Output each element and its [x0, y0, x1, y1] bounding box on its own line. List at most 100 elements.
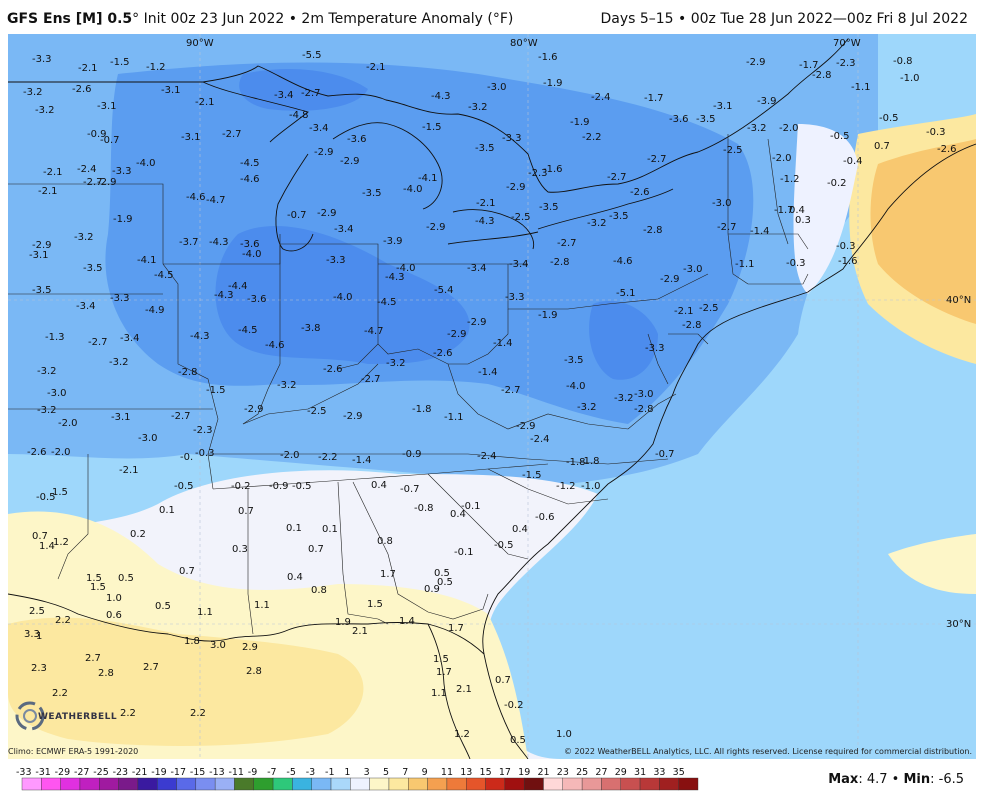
- scale-box: [504, 777, 525, 791]
- scale-label: 5: [383, 767, 389, 778]
- anomaly-label: 0.4: [512, 524, 528, 535]
- anomaly-label: -1.6: [838, 256, 858, 267]
- anomaly-label: -4.0: [333, 292, 353, 303]
- scale-box: [156, 777, 177, 791]
- anomaly-label: -2.8: [682, 320, 702, 331]
- degree-symbol: °: [132, 11, 140, 27]
- scale-box: [41, 777, 61, 791]
- anomaly-label: -3.5: [564, 355, 584, 366]
- max-min-readout: Max: 4.7 • Min: -6.5: [828, 772, 964, 787]
- anomaly-label: -1.8: [566, 457, 586, 468]
- anomaly-label: -3.2: [468, 102, 488, 113]
- anomaly-label: 1.5: [90, 582, 106, 593]
- scale-label: -9: [248, 767, 257, 778]
- lon-label-90w: 90°W: [186, 38, 214, 49]
- anomaly-label: -3.3: [326, 255, 346, 266]
- anomaly-label: -4.6: [186, 192, 206, 203]
- logo-text: WEATHERBELL: [38, 712, 118, 722]
- anomaly-label: 1.5: [433, 654, 449, 665]
- scale-box: [330, 777, 351, 791]
- anomaly-label: -4.5: [240, 158, 260, 169]
- anomaly-label: -1.0: [581, 481, 601, 492]
- anomaly-label: -0.1: [461, 501, 481, 512]
- scale-label: -11: [228, 767, 244, 778]
- anomaly-label: -2.1: [674, 306, 694, 317]
- anomaly-label: -3.6: [347, 134, 367, 145]
- climo-note: Climo: ECMWF ERA-5 1991-2020: [8, 747, 139, 756]
- anomaly-label: -3.4: [274, 90, 294, 101]
- anomaly-label: 0.7: [874, 141, 890, 152]
- anomaly-label: -3.2: [386, 358, 406, 369]
- anomaly-label: -4.6: [265, 340, 285, 351]
- anomaly-label: -1.7: [644, 93, 664, 104]
- anomaly-label: -2.5: [699, 303, 719, 314]
- scale-label: -23: [113, 767, 129, 778]
- anomaly-label: -3.4: [509, 259, 529, 270]
- anomaly-label: -1.3: [45, 332, 65, 343]
- anomaly-label: -2.6: [27, 447, 47, 458]
- scale-label: -27: [74, 767, 90, 778]
- scale-box: [620, 777, 641, 791]
- anomaly-label: -1.1: [735, 259, 755, 270]
- anomaly-label: -4.5: [238, 325, 258, 336]
- anomaly-label: -3.2: [587, 218, 607, 229]
- anomaly-map: -3.3 -2.1 -1.5 -1.2 -5.5 -2.1 -1.6 -1.9 -3.0 -2.4…: [8, 34, 976, 759]
- scale-box: [214, 777, 235, 791]
- anomaly-label: 0.7: [495, 675, 511, 686]
- anomaly-label: -5.4: [434, 285, 454, 296]
- anomaly-label: 2.1: [456, 684, 472, 695]
- anomaly-label: -2.2: [318, 452, 338, 463]
- anomaly-label: -0.6: [535, 512, 555, 523]
- anomaly-label: -0.1: [454, 547, 474, 558]
- anomaly-label: -2.0: [280, 450, 300, 461]
- anomaly-label: -2.1: [476, 198, 496, 209]
- anomaly-label: 1.1: [254, 600, 270, 611]
- anomaly-label: 1.5: [52, 487, 68, 498]
- anomaly-label: -3.1: [29, 250, 49, 261]
- anomaly-label: -2.5: [511, 212, 531, 223]
- anomaly-label: -4.0: [242, 249, 262, 260]
- scale-labels: -33 -31 -29 -27 -25 -23 -21 -19 -17 -15 -13 -11 -9 -7…: [16, 767, 685, 778]
- anomaly-label: -2.9: [746, 57, 766, 68]
- anomaly-label: -2.7: [88, 337, 108, 348]
- model-name: GFS Ens [M] 0.5: [7, 11, 133, 27]
- anomaly-label: -2.1: [366, 62, 386, 73]
- anomaly-label: -4.8: [289, 110, 309, 121]
- scale-label: -3: [306, 767, 315, 778]
- anomaly-label: -3.0: [487, 82, 507, 93]
- anomaly-label: -0.8: [893, 56, 913, 67]
- anomaly-label: -3.1: [181, 132, 201, 143]
- scale-box: [176, 777, 197, 791]
- anomaly-label: -0.2: [827, 178, 847, 189]
- anomaly-label: -3.0: [47, 388, 67, 399]
- anomaly-label: -3.0: [712, 198, 732, 209]
- anomaly-label: -3.2: [35, 105, 55, 116]
- scale-label: 9: [422, 767, 428, 778]
- anomaly-label: -3.5: [362, 188, 382, 199]
- scale-label: -7: [267, 767, 276, 778]
- anomaly-label: -4.0: [136, 158, 156, 169]
- anomaly-label: -1.7: [799, 60, 819, 71]
- scale-box: [292, 777, 312, 791]
- anomaly-label: -1.4: [750, 226, 770, 237]
- lat-label-40n: 40°N: [946, 295, 971, 306]
- anomaly-label: 3.3: [24, 629, 40, 640]
- anomaly-label: -1.5: [206, 385, 226, 396]
- anomaly-label: -0.3: [786, 258, 806, 269]
- anomaly-label: -1.2: [556, 481, 576, 492]
- anomaly-label: -1.4: [478, 367, 498, 378]
- anomaly-label: -2.4: [77, 164, 97, 175]
- weatherbell-logo: WEATHERBELL: [12, 690, 117, 740]
- anomaly-label: 1.5: [86, 573, 102, 584]
- anomaly-label: 0.1: [322, 524, 338, 535]
- max-label: Max: [828, 772, 859, 787]
- anomaly-label: -2.8: [634, 404, 654, 415]
- anomaly-label: 0.8: [377, 536, 393, 547]
- anomaly-label: -3.0: [634, 389, 654, 400]
- anomaly-label: -2.9: [426, 222, 446, 233]
- anomaly-label: -1.5: [110, 57, 130, 68]
- lat-label-30n: 30°N: [946, 619, 971, 630]
- scale-box: [466, 777, 486, 791]
- anomaly-label: -0.7: [100, 135, 120, 146]
- anomaly-label: -0.9: [87, 129, 107, 140]
